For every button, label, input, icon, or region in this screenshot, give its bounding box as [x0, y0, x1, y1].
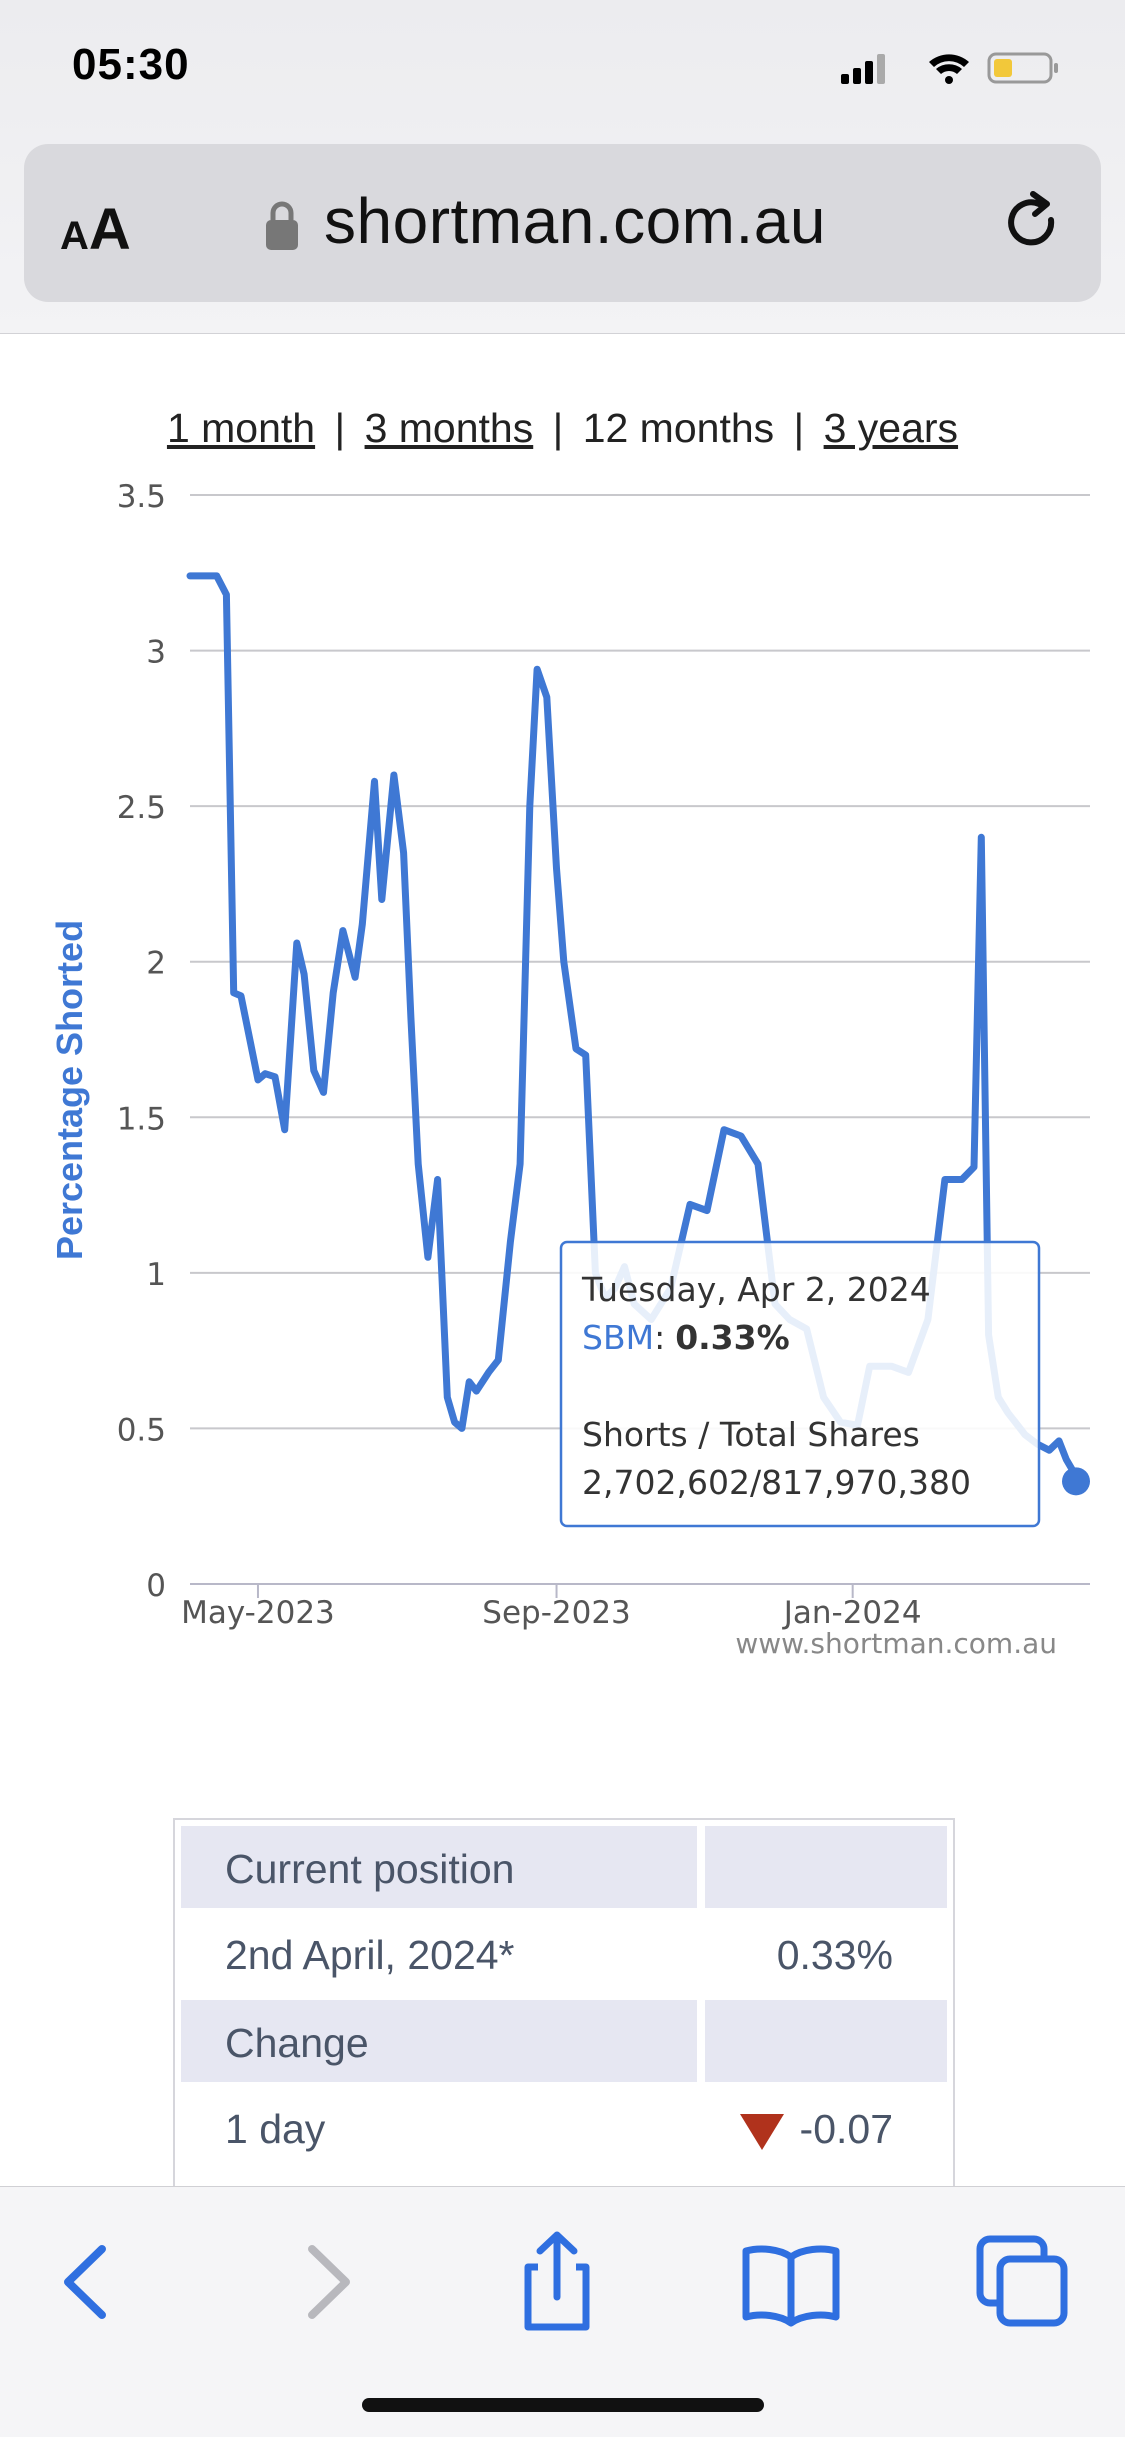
range-separator: | — [793, 405, 805, 451]
reader-text-size-button[interactable]: AA — [60, 197, 131, 262]
position-value: 0.33% — [776, 1932, 893, 1978]
tabs-icon[interactable] — [968, 2227, 1078, 2337]
tooltip-date: Tuesday, Apr 2, 2024 — [581, 1270, 931, 1309]
range-separator: | — [334, 405, 346, 451]
tooltip-ratio: 2,702,602/817,970,380 — [582, 1463, 971, 1502]
browser-toolbar — [0, 2186, 1125, 2437]
y-tick-label: 2 — [146, 946, 166, 982]
svg-text:SBM:0.33%: SBM: 0.33% — [582, 1318, 790, 1357]
change-heading: Change — [225, 2020, 369, 2066]
change-value: -0.07 — [799, 2106, 893, 2152]
tooltip-series: SBM — [582, 1318, 654, 1357]
battery-icon — [987, 52, 1058, 84]
table-row: 1 day -0.07 — [181, 2086, 947, 2168]
bookmarks-icon[interactable] — [736, 2227, 846, 2337]
status-icons — [841, 52, 1058, 84]
position-date: 2nd April, 2024* — [225, 1932, 515, 1978]
table-row: 2nd April, 2024* 0.33% — [181, 1912, 947, 1994]
forward-icon[interactable] — [272, 2227, 382, 2337]
y-tick-label: 3 — [146, 635, 166, 671]
y-tick-label: 0.5 — [117, 1412, 166, 1448]
position-table: Current position 2nd April, 2024* 0.33% … — [173, 1818, 955, 2190]
short-position-chart: 0 0.5 1 1.5 2 2.5 3 3.5 May-2023 Sep-2023 Jan-202… — [49, 479, 1090, 1660]
reload-icon[interactable] — [999, 190, 1065, 256]
back-icon[interactable] — [30, 2227, 140, 2337]
range-selector: 1 month | 3 months | 12 months | 3 years — [0, 405, 1125, 452]
range-separator: | — [552, 405, 564, 451]
current-position-heading: Current position — [225, 1846, 515, 1892]
y-axis-label: Percentage Shorted — [49, 920, 90, 1260]
tooltip-label: Shorts / Total Shares — [582, 1415, 920, 1454]
x-tick-label: Jan-2024 — [782, 1595, 922, 1631]
series-line-sbm — [186, 572, 1080, 1485]
down-triangle-icon — [739, 2114, 784, 2151]
share-icon[interactable] — [502, 2227, 612, 2337]
range-3-years[interactable]: 3 years — [823, 405, 959, 451]
y-tick-label: 2.5 — [117, 790, 166, 826]
y-tick-label: 3.5 — [117, 479, 166, 515]
url-host[interactable]: shortman.com.au — [324, 185, 826, 257]
tooltip-value: 0.33% — [675, 1318, 790, 1357]
chart-watermark: www.shortman.com.au — [735, 1627, 1057, 1660]
table-header-row: Current position — [181, 1826, 947, 1908]
series-line-group — [186, 572, 1090, 1496]
y-axis-ticks: 0 0.5 1 1.5 2 2.5 3 3.5 — [117, 479, 166, 1604]
table-header-row: Change — [181, 2000, 947, 2082]
home-indicator — [362, 2398, 764, 2412]
change-period: 1 day — [225, 2106, 326, 2152]
status-time: 05:30 — [72, 40, 190, 89]
range-12-months: 12 months — [582, 405, 775, 451]
change-value-cell: -0.07 — [739, 2106, 893, 2153]
range-3-months[interactable]: 3 months — [364, 405, 534, 451]
y-tick-label: 0 — [146, 1568, 166, 1604]
y-tick-label: 1.5 — [117, 1101, 166, 1137]
address-bar[interactable]: AA shortman.com.au — [24, 144, 1101, 302]
signal-icon — [841, 54, 885, 84]
range-1-month[interactable]: 1 month — [166, 405, 316, 451]
tooltip: Tuesday, Apr 2, 2024 SBM: 0.33% Shorts / … — [559, 1240, 1041, 1528]
y-tick-label: 1 — [146, 1257, 166, 1293]
x-tick-label: May-2023 — [181, 1595, 335, 1631]
selected-point-marker[interactable] — [1062, 1467, 1090, 1496]
lock-icon — [266, 201, 298, 250]
x-tick-label: Sep-2023 — [482, 1595, 631, 1631]
wifi-icon — [929, 54, 969, 84]
tooltip-colon: : — [654, 1318, 665, 1357]
browser-chrome: 05:30 AA shortman.com.au — [0, 0, 1125, 334]
x-axis-ticks: May-2023 Sep-2023 Jan-2024 — [181, 1584, 922, 1631]
